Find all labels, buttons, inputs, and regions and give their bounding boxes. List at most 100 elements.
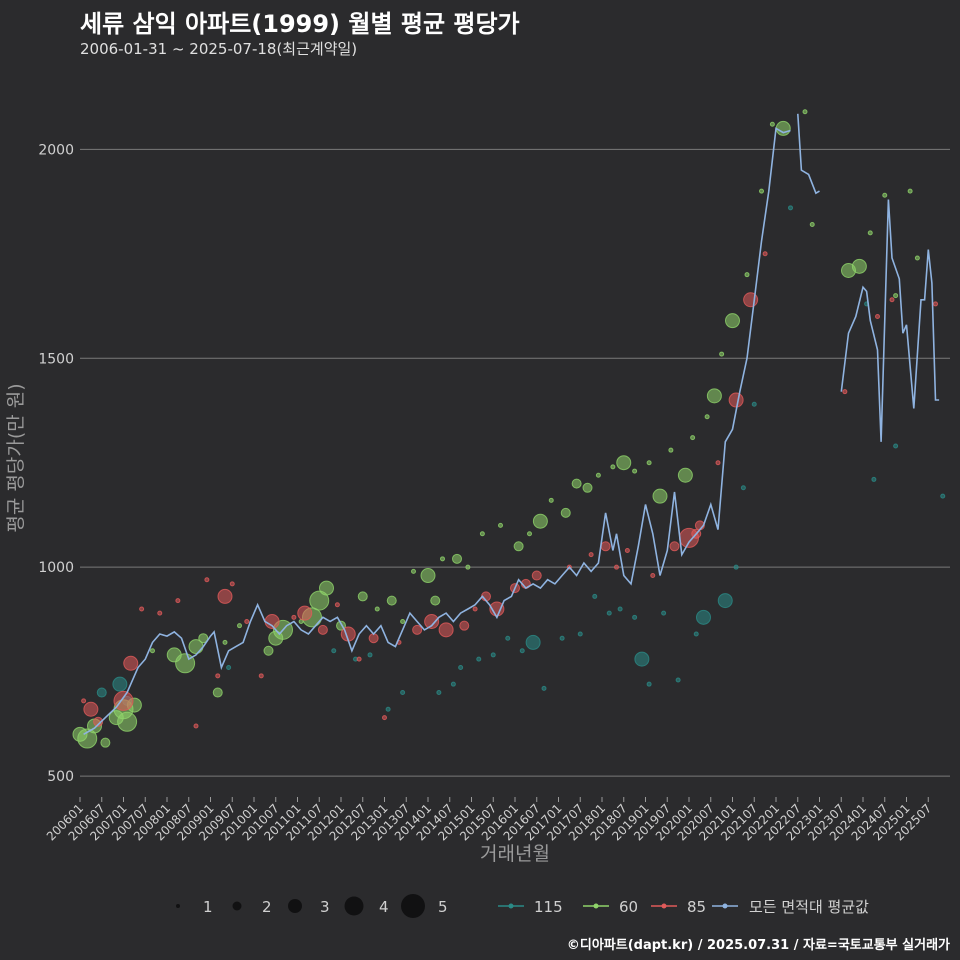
y-tick-label: 2000	[38, 142, 74, 158]
data-point-60	[652, 488, 668, 504]
chart-subtitle: 2006-01-31 ~ 2025-07-18(최근계약일)	[80, 40, 358, 58]
legend-size-label: 3	[320, 898, 330, 916]
data-point-115	[646, 681, 652, 687]
data-point-115	[505, 635, 511, 641]
data-point-60	[527, 531, 532, 537]
grid-lines	[80, 148, 950, 777]
data-point-60	[100, 737, 111, 748]
data-point-115	[450, 681, 456, 687]
data-point-85	[217, 588, 233, 604]
data-point-60	[914, 255, 920, 261]
footer-credit: ©디아파트(dapt.kr) / 2025.07.31 / 자료=국토교통부 실…	[566, 938, 950, 953]
data-point-60	[430, 595, 441, 606]
data-point-85	[193, 723, 199, 729]
data-point-85	[459, 620, 470, 631]
data-point-60	[386, 595, 397, 606]
data-point-85	[875, 313, 880, 319]
data-point-115	[661, 610, 667, 616]
data-point-85	[728, 392, 744, 408]
data-points	[72, 109, 946, 749]
data-point-60	[548, 497, 554, 503]
data-point-85	[334, 602, 340, 608]
data-point-115	[367, 652, 373, 658]
data-point-115	[385, 706, 391, 712]
data-point-60	[150, 648, 155, 654]
data-point-85	[624, 547, 630, 553]
data-point-60	[560, 507, 571, 518]
data-point-85	[175, 598, 181, 604]
data-point-60	[571, 478, 582, 489]
data-point-85	[297, 605, 313, 621]
data-point-85	[356, 656, 362, 662]
data-point-60	[452, 553, 462, 564]
data-point-60	[498, 522, 503, 528]
data-point-85	[438, 622, 454, 638]
data-point-115	[733, 564, 739, 570]
data-point-85	[531, 570, 542, 581]
data-point-85	[600, 541, 611, 552]
data-point-60	[759, 188, 764, 194]
data-point-115	[893, 443, 899, 449]
data-point-115	[617, 606, 623, 612]
data-point-115	[632, 614, 638, 620]
average-line	[83, 113, 940, 735]
legend-dot-85	[661, 903, 667, 909]
legend-area-label: 115	[534, 898, 563, 916]
chart-title: 세류 삼익 아파트(1999) 월별 평균 평당가	[80, 10, 520, 38]
data-point-115	[400, 690, 406, 696]
data-point-115	[96, 687, 107, 698]
average-line-segment	[840, 199, 940, 442]
data-point-60	[610, 464, 616, 470]
data-point-115	[436, 690, 442, 696]
data-point-60	[632, 468, 638, 474]
data-point-60	[809, 222, 815, 228]
data-point-115	[634, 651, 650, 667]
data-point-60	[719, 351, 725, 357]
data-point-60	[212, 687, 223, 698]
data-point-115	[696, 609, 711, 625]
data-point-115	[606, 610, 612, 616]
data-point-85	[83, 701, 99, 717]
legend-size-dot	[232, 901, 242, 911]
legend-dot-115	[508, 903, 514, 909]
legend-size-label: 4	[379, 898, 389, 916]
x-axis-label: 거래년월	[480, 843, 550, 865]
data-point-60	[513, 541, 524, 552]
y-tick-label: 1000	[38, 560, 74, 576]
data-point-85	[588, 552, 594, 558]
data-point-85	[204, 577, 210, 583]
data-point-60	[646, 460, 652, 466]
data-point-115	[525, 634, 541, 650]
data-point-85	[317, 624, 328, 635]
data-point-60	[357, 591, 368, 602]
data-point-60	[668, 447, 674, 453]
data-point-60	[704, 414, 710, 420]
legend-size-label: 5	[438, 898, 448, 916]
y-tick-label: 500	[47, 769, 74, 785]
data-point-60	[222, 639, 228, 645]
data-point-85	[715, 460, 721, 466]
data-point-60	[263, 645, 274, 656]
data-point-85	[650, 573, 656, 579]
data-point-60	[400, 619, 406, 624]
legend-size-dot	[344, 896, 364, 916]
data-point-115	[717, 593, 733, 609]
data-point-60	[374, 606, 380, 612]
data-point-85	[424, 614, 440, 629]
data-point-115	[751, 401, 757, 407]
data-point-85	[229, 581, 235, 587]
data-point-115	[490, 652, 496, 658]
data-point-60	[769, 121, 775, 127]
data-point-60	[117, 711, 138, 732]
y-axis: 500 1000 1500 2000	[38, 142, 74, 785]
data-point-60	[744, 272, 750, 278]
data-point-85	[669, 541, 680, 552]
data-point-60	[440, 556, 445, 562]
data-point-60	[319, 580, 334, 596]
data-point-60	[851, 258, 867, 274]
data-point-60	[616, 455, 632, 471]
data-point-115	[331, 648, 337, 654]
legend: 1 2 3 4 5 115 60 85 모든 면적대 평균값	[176, 894, 869, 918]
data-point-85	[215, 673, 221, 679]
